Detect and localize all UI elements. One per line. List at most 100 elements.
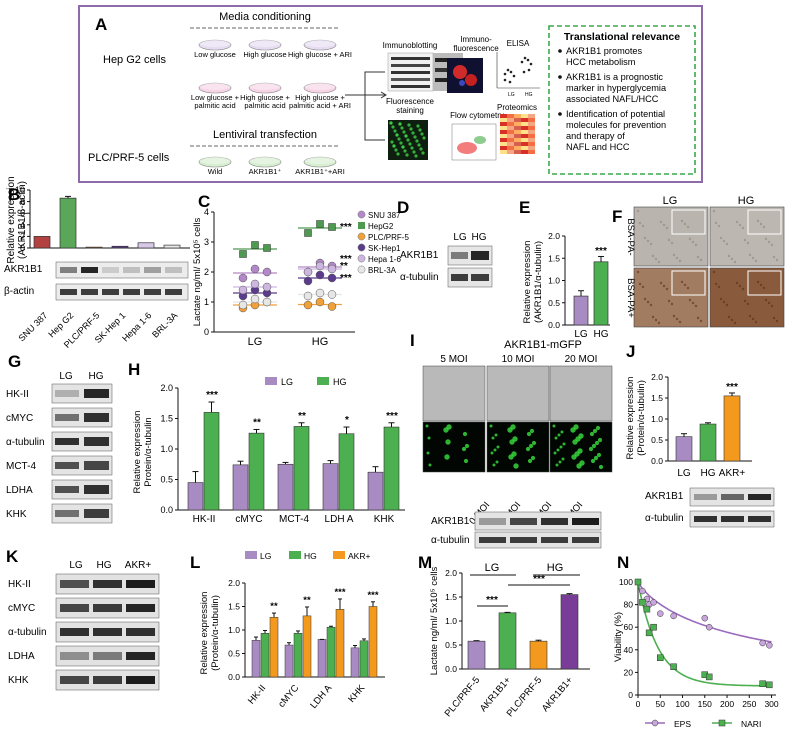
heatmap-cell [528,130,535,134]
y-tick-label: 0.5 [228,649,240,659]
blot-band [60,652,89,660]
y-axis-label: Relative expression(Protein/α-tubulin) [199,592,221,675]
significance: *** [386,411,398,422]
legend-label: PLC/PRF-5 [368,233,409,242]
micrograph [709,267,785,328]
blot-band [93,580,122,588]
bar [269,617,279,678]
speckle [680,280,684,284]
data-point [645,629,653,637]
relevance-title: Translational relevance [564,31,680,43]
x-tick-label: LG [574,329,588,340]
significance: ** [253,417,261,428]
fluor-cell [398,122,402,126]
bar [260,633,270,678]
speckle [770,304,774,308]
heatmap-cell [500,142,507,146]
bar [293,633,303,678]
gfp-cell [577,448,583,454]
heatmap-cell [528,114,535,118]
lane-label: AKR+ [125,560,152,571]
speckle [665,287,669,291]
method-flow-cytometry: Flow cytometry [450,111,504,120]
blot-band [93,652,122,660]
speckle [717,285,721,289]
speckle [670,302,674,306]
dish-rim [304,82,336,90]
heatmap-cell [521,150,528,154]
speckle [675,256,679,260]
speckle [717,224,721,228]
brightfield-image [486,365,550,422]
fluor-cell [422,136,426,140]
blot-strip [51,407,113,428]
method-elisa: ELISA [507,39,530,48]
heatmap-cell [507,126,514,130]
relevance-list: AKR1B1 promotes HCC metabolism AKR1B1 is a… [558,46,667,152]
bar [593,261,609,326]
y-tick-label: 1.0 [548,276,560,286]
blot-strip [474,531,602,549]
blot-band [84,485,109,494]
relevance-box [548,25,696,175]
blot-row-label: LDHA [6,485,33,496]
blot-band [694,516,717,522]
gfp-cell [597,437,603,443]
heatmap-cell [528,150,535,154]
heatmap-cell [528,134,535,138]
data-point [239,250,247,258]
data-point [263,244,271,252]
y-tick-label: 3 [204,237,209,247]
text-line: Fluorescence [386,97,435,106]
fluor-cell [420,132,424,136]
data-point [759,639,766,647]
data-point [327,264,337,274]
text-line: staining [396,106,424,115]
data-point [303,291,313,301]
panel-g: G LG HG HK-II cMYC α-tubulin MCT-4 LDHA KHK [6,352,113,524]
significance: ** [298,411,306,422]
fluorescence-image [422,421,486,473]
speckle [641,285,645,289]
speckle [751,256,755,260]
significance: *** [340,254,352,265]
panel-e: E 0.0 0.5 1.0 1.5 2.0 Relative expression(AKR… [519,198,610,340]
bar [367,471,384,511]
blot-band [451,274,468,281]
speckle [694,304,698,308]
blot-strip [51,503,113,524]
speckle [756,219,760,223]
fluor-cell [418,128,422,132]
panel-letter: G [8,352,21,371]
text-line: palmitic acid + ARI [289,101,351,110]
lane-label: LG [69,560,83,571]
dish-rim [199,156,231,164]
x-tick-label: 0 [636,699,641,709]
bar [111,245,129,249]
data-point [251,241,259,249]
bar [335,609,345,678]
y-tick-label: 1.5 [445,592,457,602]
significance: *** [533,574,545,585]
legend-label: Hepa 1-6 [368,255,401,264]
text-line: Relative expression [522,241,533,324]
gfp-cell [511,451,517,457]
legend-label: BRL-3A [368,266,397,275]
legend-swatch [245,551,257,559]
heatmap-cell [514,150,521,154]
blot-strip [51,455,113,476]
x-tick-label: KHK [374,514,395,525]
blot-row-label: AKR1B1 [4,264,43,275]
y-tick-label: 4 [20,220,25,230]
text-line: marker in hyperglycemia [566,83,667,93]
speckle [654,318,658,322]
chart-n: 0 20 40 60 80 100 0 50 100 150 200 250 300 Viability … [613,577,779,729]
blot-band [126,628,155,636]
blot-band [748,494,771,500]
blot-row-label: AKR1B1 [400,250,439,261]
dish-label: High glucose + ARI [288,50,352,59]
y-tick-label: 0.0 [548,320,560,330]
data-point [238,300,248,310]
speckle [670,241,674,245]
gfp-cell [590,458,596,464]
